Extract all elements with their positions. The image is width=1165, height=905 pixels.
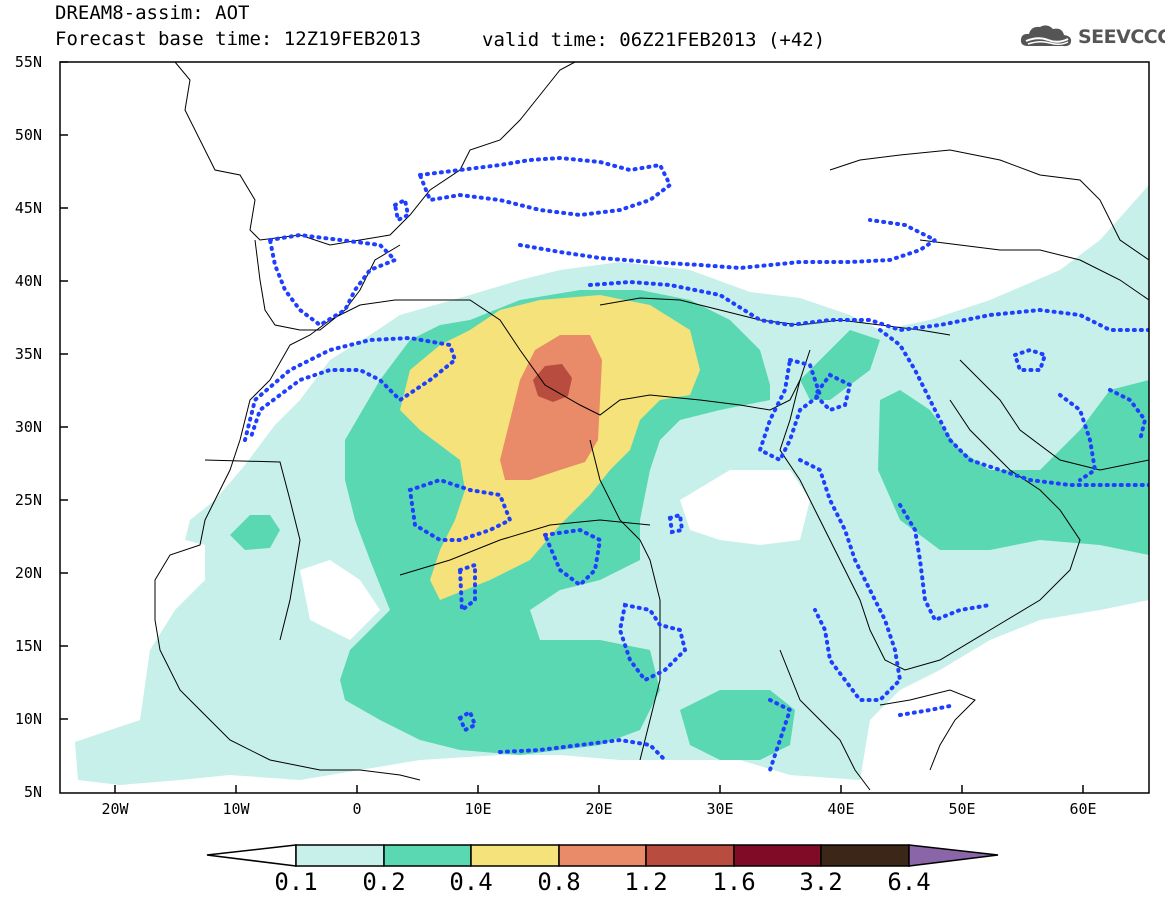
axis-ticks [60, 61, 1084, 793]
colorbar-label: 6.4 [887, 868, 931, 896]
cloud-icon [1020, 25, 1072, 47]
colorbar-over [908, 844, 999, 867]
lon-label: 0 [352, 800, 362, 818]
colorbar-under [206, 844, 297, 867]
coastlines [154, 62, 1149, 791]
colorbar-bin-0.4 [470, 844, 560, 867]
lon-label: 40E [827, 800, 855, 818]
colorbar-bin-3.2 [820, 844, 910, 867]
colorbar-label: 0.4 [449, 868, 493, 896]
lat-label: 40N [14, 272, 42, 290]
lat-label: 50N [14, 126, 42, 144]
colorbar-bin-1.6 [733, 844, 822, 867]
lat-label: 20N [14, 564, 42, 582]
lat-label: 35N [14, 345, 42, 363]
colorbar-label: 1.2 [624, 868, 668, 896]
lon-label: 60E [1069, 800, 1097, 818]
seevccc-logo: SEEVCCC [1018, 22, 1165, 52]
colorbar-label: 0.8 [537, 868, 581, 896]
lon-label: 30E [706, 800, 734, 818]
aot-band-0.2-mauritania [230, 515, 280, 550]
forecast-base-time: Forecast base time: 12Z19FEB2013 [55, 28, 422, 50]
aot-band-0.2-red-sea [680, 690, 795, 760]
colorbar-label: 0.2 [362, 868, 406, 896]
logo-text: SEEVCCC [1078, 26, 1165, 48]
colorbar-bin-1.2 [645, 844, 735, 867]
aot-band-0.2-caspian [800, 330, 880, 400]
lon-label: 10W [222, 800, 250, 818]
lon-label: 20E [585, 800, 613, 818]
lon-label: 20W [101, 800, 129, 818]
lat-label: 45N [14, 199, 42, 217]
lat-label: 30N [14, 418, 42, 436]
colorbar-label: 0.1 [274, 868, 318, 896]
lon-label: 10E [464, 800, 492, 818]
lat-label: 10N [14, 710, 42, 728]
aot-band-0.2-east [878, 380, 1149, 555]
chart-title: DREAM8-assim: AOT [55, 2, 250, 24]
colorbar-bin-0.1 [295, 844, 385, 867]
colorbar-bin-0.2 [383, 844, 472, 867]
aot-shading [75, 185, 1149, 785]
aot-band-1.2 [533, 364, 572, 402]
aot-band-0.1-west [300, 560, 380, 640]
lon-label: 50E [948, 800, 976, 818]
colorbar-bin-0.8 [558, 844, 647, 867]
lat-label: 55N [14, 53, 42, 71]
lat-label: 15N [14, 637, 42, 655]
aot-band-0.8 [500, 335, 602, 480]
colorbar-label: 1.6 [712, 868, 756, 896]
valid-time: valid time: 06Z21FEB2013 (+42) [482, 29, 826, 51]
aot-band-0.1-arabia-clear [680, 470, 810, 545]
colorbar [206, 844, 999, 867]
lat-label: 5N [23, 783, 42, 801]
colorbar-label: 3.2 [799, 868, 843, 896]
observation-contours [243, 155, 1149, 772]
lat-label: 25N [14, 491, 42, 509]
